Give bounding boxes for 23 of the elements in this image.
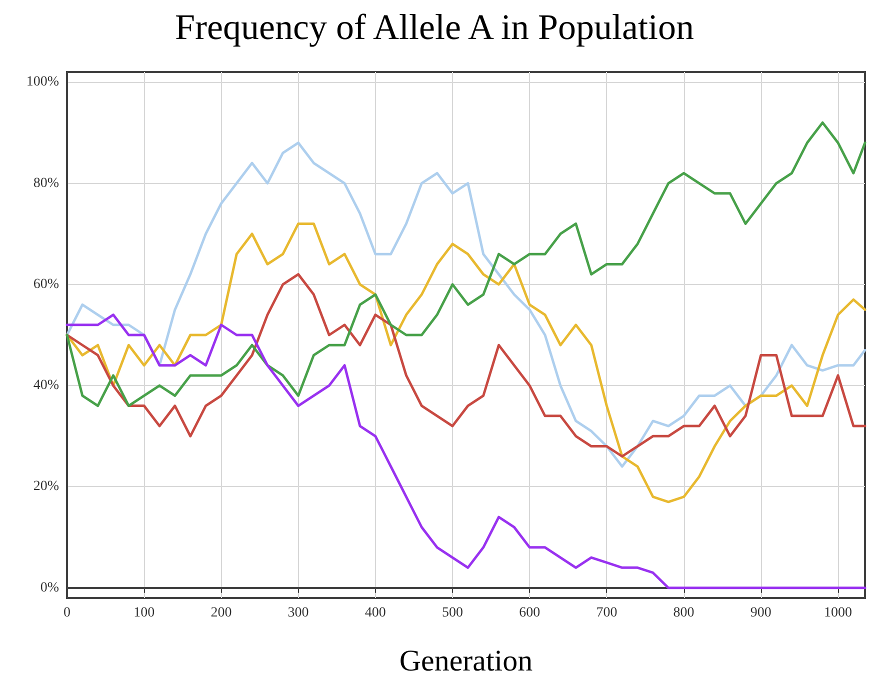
x-tick-label: 200	[210, 606, 232, 620]
x-tick-label: 900	[750, 606, 772, 620]
x-tick-label: 800	[673, 606, 694, 620]
x-tick-label: 1000	[824, 606, 852, 620]
x-tick-label: 400	[364, 606, 386, 620]
y-tick-label: 100%	[26, 74, 60, 90]
y-tick-label: 20%	[33, 479, 60, 494]
x-tick-label: 0	[64, 606, 70, 620]
y-tick-label: 80%	[33, 176, 60, 191]
line-series	[66, 142, 866, 468]
line-series	[66, 121, 866, 408]
x-tick-label: 500	[442, 606, 464, 620]
x-tick-label: 300	[288, 606, 309, 620]
line-series	[66, 314, 866, 590]
x-tick-label: 600	[519, 606, 540, 620]
y-tick-label: 40%	[33, 378, 60, 394]
y-tick-label: 0%	[40, 580, 60, 596]
x-axis-title: Generation	[399, 644, 533, 678]
x-tick-label: 100	[134, 606, 155, 620]
line-series	[66, 273, 866, 458]
y-tick-label: 60%	[33, 276, 60, 292]
chart-title: Frequency of Allele A in Population	[175, 7, 694, 47]
x-tick-label: 700	[596, 606, 618, 620]
